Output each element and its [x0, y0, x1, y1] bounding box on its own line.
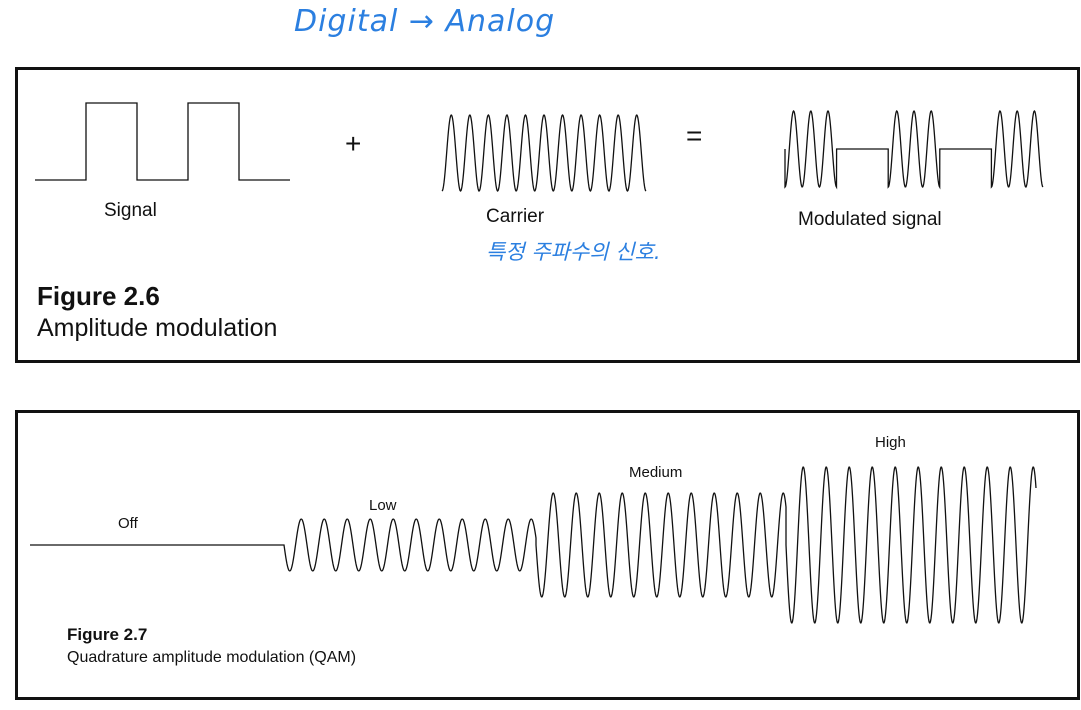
figure-2-7-waves	[30, 466, 1037, 624]
carrier-wave	[441, 114, 647, 192]
figure-2-6-waves	[35, 102, 1044, 192]
figure-2-6-panel: Signal + Carrier = Modulated signal Figu…	[15, 67, 1080, 363]
level-label-low: Low	[369, 497, 397, 514]
level-label-high: High	[875, 434, 906, 451]
equals-operator: =	[686, 120, 703, 151]
figure-2-7-number: Figure 2.7	[67, 625, 148, 644]
carrier-label: Carrier	[486, 206, 545, 227]
handwritten-note-digital-analog: Digital → Analog	[294, 4, 556, 39]
digital-signal-wave	[35, 102, 290, 181]
signal-label: Signal	[104, 200, 157, 221]
level-label-off: Off	[118, 515, 138, 532]
modulated-signal-wave	[784, 109, 1044, 190]
handwritten-note-carrier: 특정 주파수의 신호.	[486, 240, 661, 264]
modulated-signal-label: Modulated signal	[798, 209, 942, 230]
level-label-medium: Medium	[629, 464, 683, 481]
figure-2-6-caption: Amplitude modulation	[37, 314, 278, 342]
figure-2-7-panel: Off Low Medium High Figure 2.7 Quadratur…	[15, 410, 1080, 700]
qam-wave	[30, 466, 1037, 624]
figure-2-7-caption: Quadrature amplitude modulation (QAM)	[67, 649, 357, 666]
figure-2-6-number: Figure 2.6	[37, 281, 160, 311]
plus-operator: +	[345, 128, 362, 159]
